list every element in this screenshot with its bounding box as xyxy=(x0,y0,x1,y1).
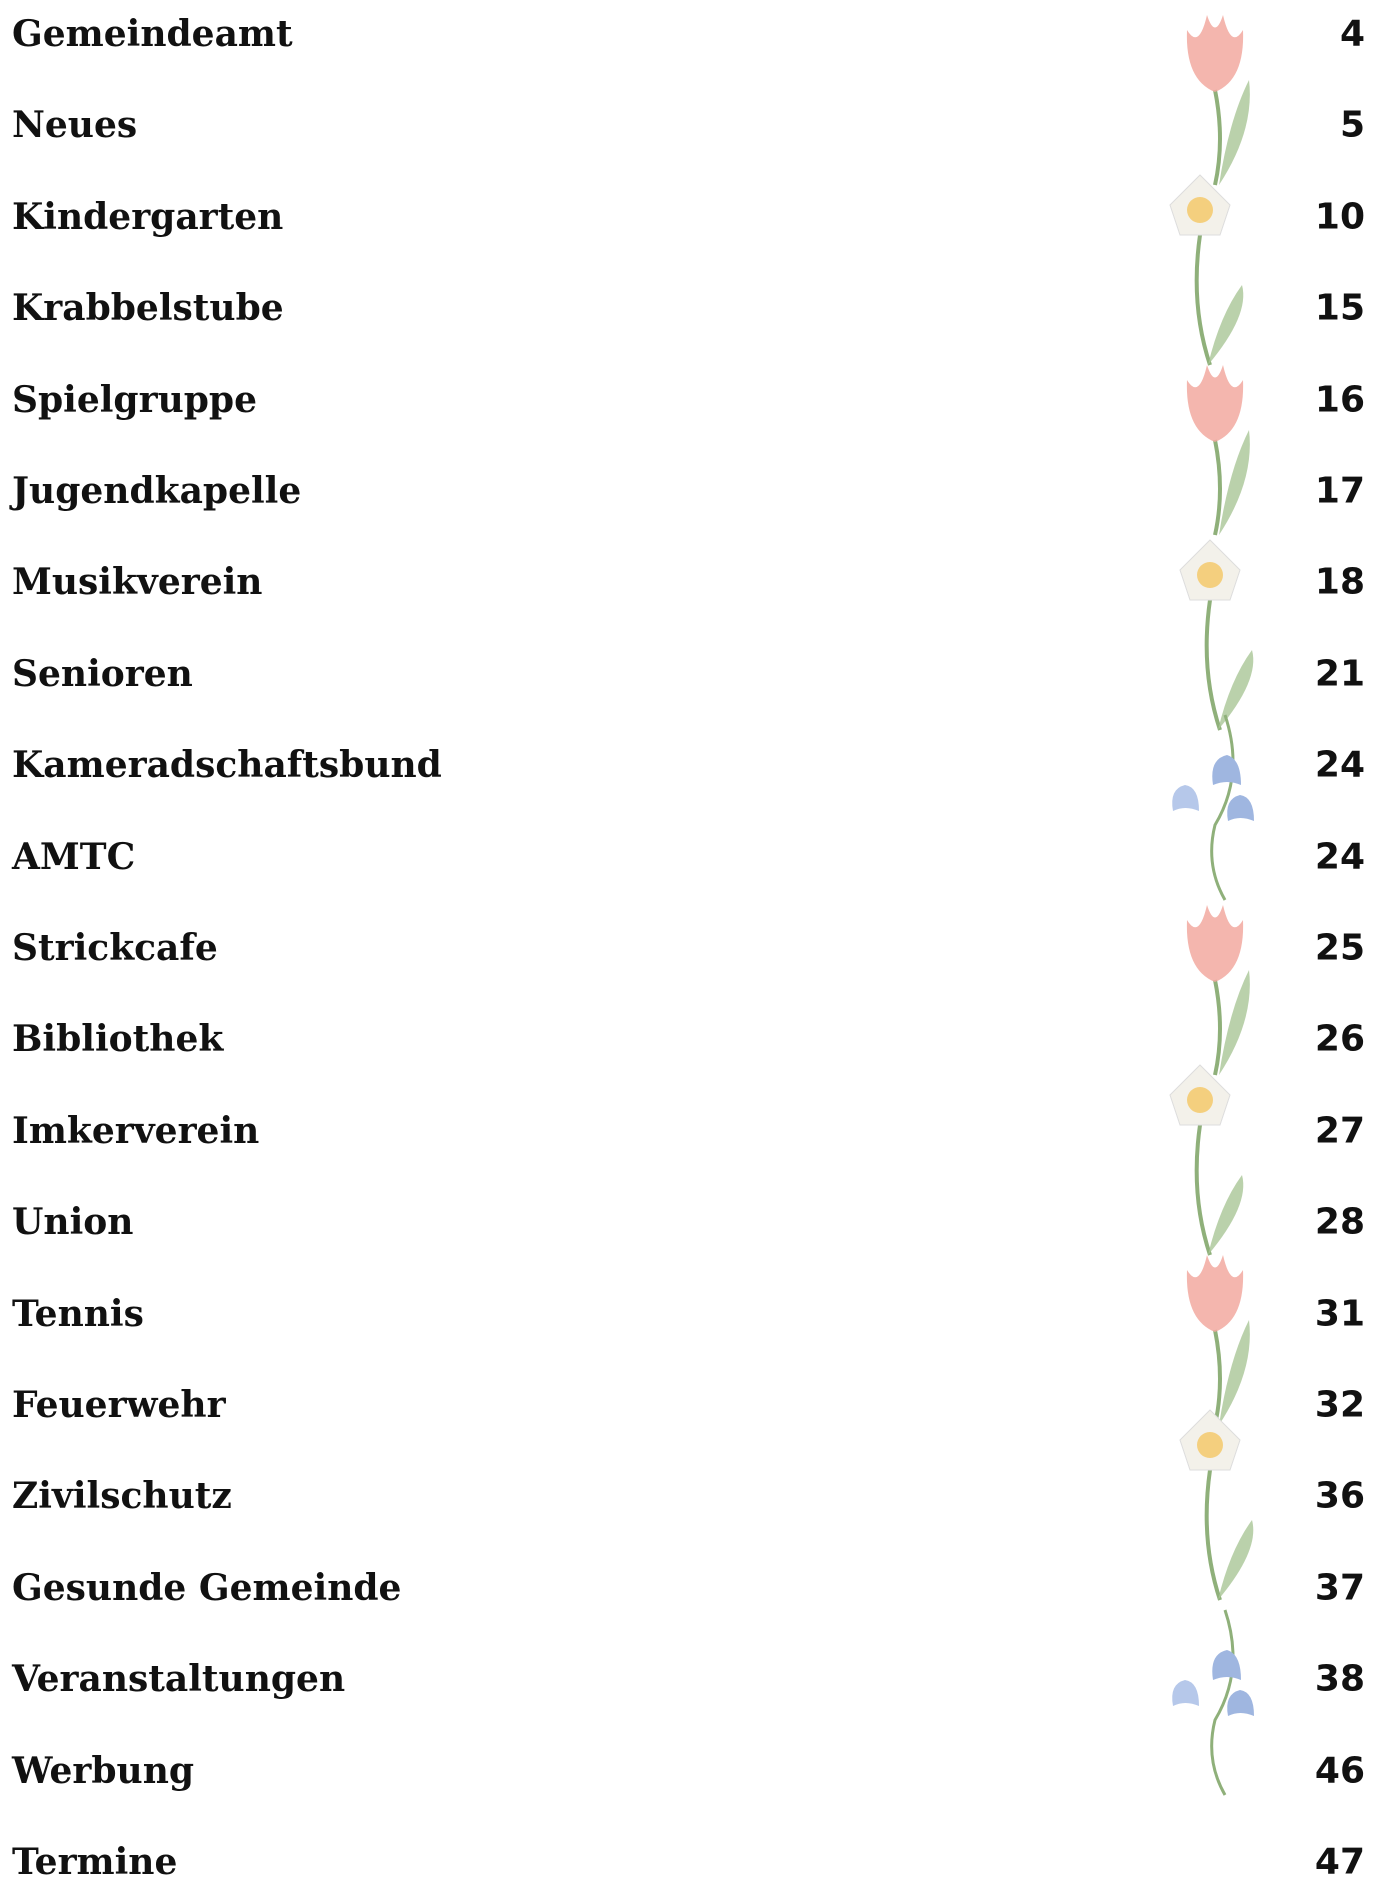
entry-title: Werbung xyxy=(12,1750,194,1792)
entry-title: Strickcafe xyxy=(12,927,218,969)
entry-title: Krabbelstube xyxy=(12,287,284,329)
page-number: 16 xyxy=(1315,379,1365,420)
entry-title: Zivilschutz xyxy=(12,1475,232,1517)
page-number: 28 xyxy=(1315,1202,1365,1243)
page-number: 26 xyxy=(1315,1019,1365,1060)
page-number: 37 xyxy=(1315,1567,1365,1608)
page-number: 4 xyxy=(1340,14,1365,55)
page-number: 46 xyxy=(1315,1750,1365,1791)
entry-title: Veranstaltungen xyxy=(12,1658,345,1700)
page-number: 10 xyxy=(1315,196,1365,237)
entry-title: Spielgruppe xyxy=(12,379,257,421)
page-number: 24 xyxy=(1315,836,1365,877)
entry-title: Union xyxy=(12,1201,133,1243)
page-number: 32 xyxy=(1315,1385,1365,1426)
entry-title: Termine xyxy=(12,1841,177,1883)
entry-title: Tennis xyxy=(12,1293,144,1335)
page-number: 38 xyxy=(1315,1659,1365,1700)
page-number: 27 xyxy=(1315,1110,1365,1151)
entry-title: Kameradschaftsbund xyxy=(12,744,442,786)
page-number: 24 xyxy=(1315,745,1365,786)
entry-title: AMTC xyxy=(12,836,135,878)
entry-title: Feuerwehr xyxy=(12,1384,226,1426)
entry-title: Gemeindeamt xyxy=(12,13,293,55)
page-number: 18 xyxy=(1315,562,1365,603)
entry-title: Kindergarten xyxy=(12,196,283,238)
page-number: 31 xyxy=(1315,1293,1365,1334)
entry-title: Musikverein xyxy=(12,561,262,603)
toc-page: Gemeindeamt 4 Neues 5 Kindergarten 10 Krabbels… xyxy=(0,0,1377,1892)
page-number: 15 xyxy=(1315,288,1365,329)
entry-title: Imkerverein xyxy=(12,1110,259,1152)
page-number: 25 xyxy=(1315,928,1365,969)
page-number: 36 xyxy=(1315,1476,1365,1517)
entry-title: Senioren xyxy=(12,653,193,695)
page-number: 21 xyxy=(1315,653,1365,694)
page-number: 5 xyxy=(1340,105,1365,146)
entry-title: Bibliothek xyxy=(12,1018,223,1060)
page-number: 17 xyxy=(1315,471,1365,512)
entry-title: Neues xyxy=(12,104,137,146)
page-number: 47 xyxy=(1315,1842,1365,1883)
entry-title: Jugendkapelle xyxy=(12,470,301,512)
entry-title: Gesunde Gemeinde xyxy=(12,1567,401,1609)
